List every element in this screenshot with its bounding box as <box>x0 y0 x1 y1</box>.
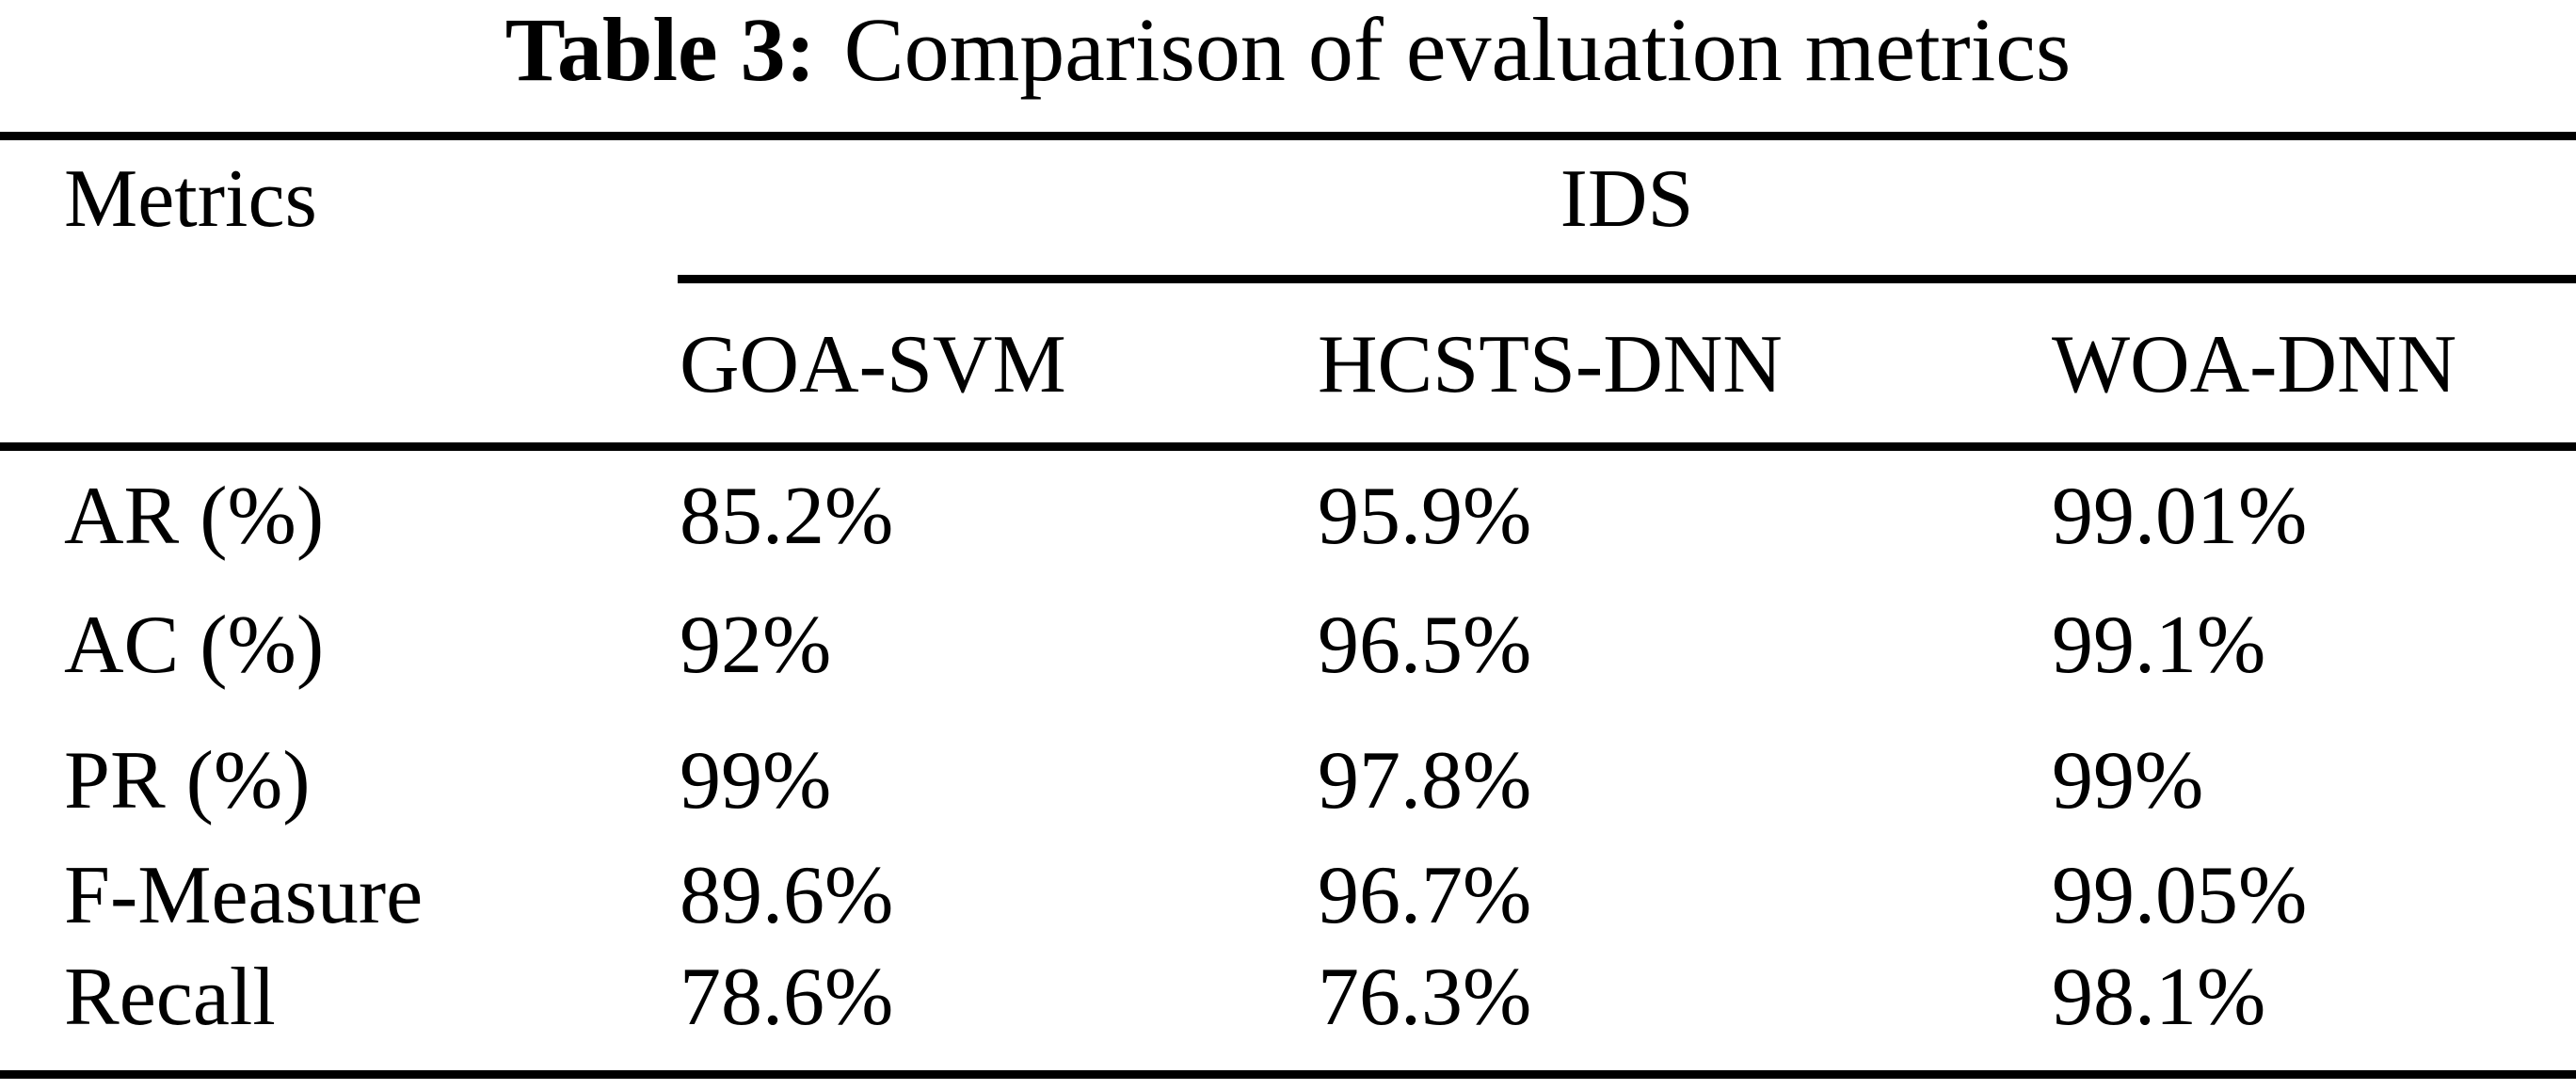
cell-value: 99.05% <box>2052 850 2308 941</box>
column-header-metrics: Metrics <box>64 153 317 245</box>
cell-value: 99.1% <box>2052 600 2266 691</box>
header-body-separator-rule <box>0 442 2576 451</box>
group-header-underline-rule <box>678 275 2576 283</box>
row-label: AR (%) <box>64 471 325 562</box>
cell-value: 98.1% <box>2052 952 2266 1043</box>
table-row-ar: AR (%) 85.2% 95.9% 99.01% <box>0 475 2576 569</box>
table-row-pr: PR (%) 99% 97.8% 99% <box>0 740 2576 834</box>
table-caption-label: Table 3: <box>504 0 816 100</box>
column-header-hcsts-dnn: HCSTS-DNN <box>1318 319 1783 410</box>
column-group-header-ids: IDS <box>1560 153 1694 245</box>
column-header-goa-svm: GOA-SVM <box>680 319 1066 410</box>
table-row-recall: Recall 78.6% 76.3% 98.1% <box>0 956 2576 1050</box>
table-bottom-rule <box>0 1070 2576 1079</box>
cell-value: 99% <box>680 735 832 826</box>
cell-value: 96.7% <box>1318 850 1532 941</box>
column-header-woa-dnn: WOA-DNN <box>2052 319 2457 410</box>
cell-value: 85.2% <box>680 471 894 562</box>
row-label: Recall <box>64 952 276 1043</box>
cell-value: 76.3% <box>1318 952 1532 1043</box>
cell-value: 97.8% <box>1318 735 1532 826</box>
cell-value: 99% <box>2052 735 2204 826</box>
table-caption-text: Comparison of evaluation metrics <box>843 0 2072 100</box>
table-caption: Table 3: Comparison of evaluation metrics <box>0 0 2576 100</box>
table-top-rule <box>0 132 2576 140</box>
cell-value: 78.6% <box>680 952 894 1043</box>
cell-value: 89.6% <box>680 850 894 941</box>
cell-value: 96.5% <box>1318 600 1532 691</box>
row-label: PR (%) <box>64 735 311 826</box>
cell-value: 99.01% <box>2052 471 2308 562</box>
table-row-f-measure: F-Measure 89.6% 96.7% 99.05% <box>0 855 2576 949</box>
row-label: F-Measure <box>64 850 424 941</box>
cell-value: 92% <box>680 600 832 691</box>
table-row-ac: AC (%) 92% 96.5% 99.1% <box>0 604 2576 698</box>
row-label: AC (%) <box>64 600 325 691</box>
cell-value: 95.9% <box>1318 471 1532 562</box>
